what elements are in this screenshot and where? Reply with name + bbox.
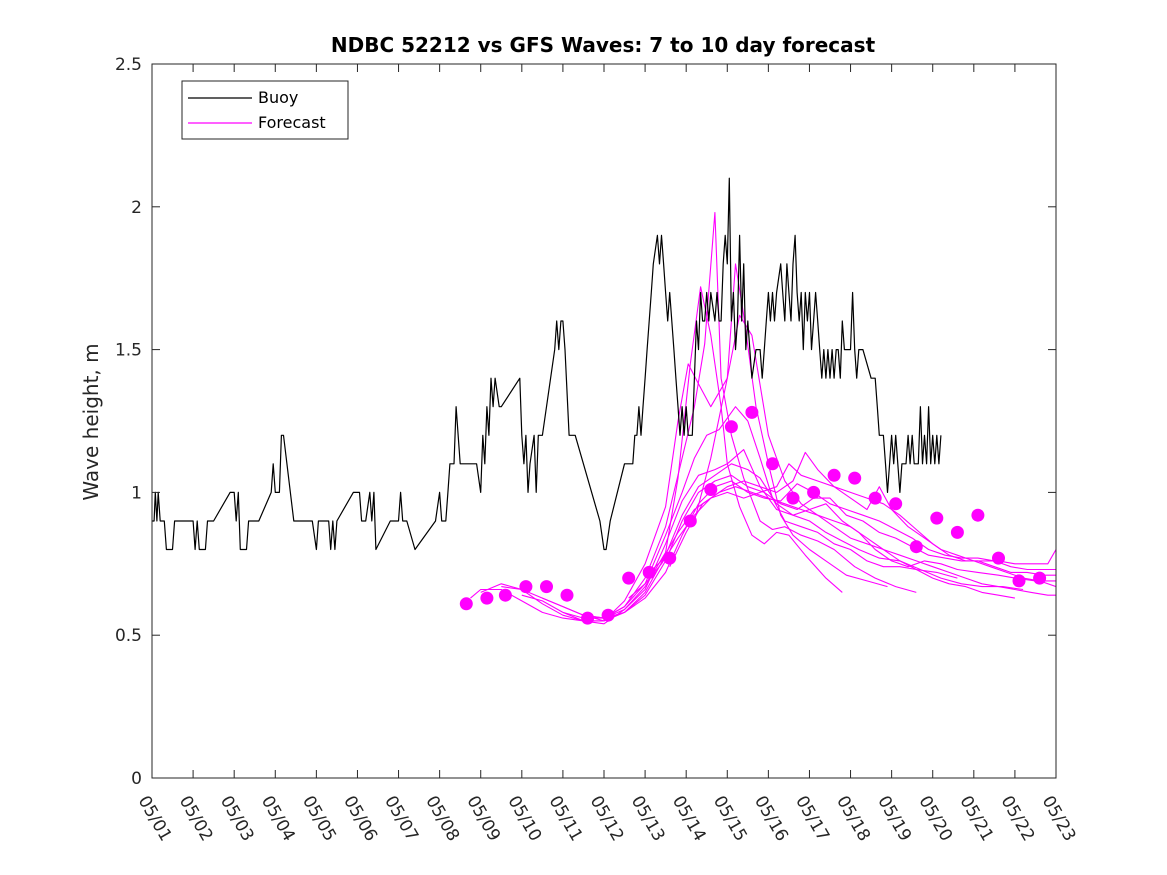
forecast-marker xyxy=(827,468,841,482)
forecast-series-line xyxy=(480,263,888,622)
forecast-series-line xyxy=(628,463,1056,599)
forecast-series-line xyxy=(542,449,1024,619)
forecast-marker xyxy=(766,457,779,471)
forecast-marker xyxy=(889,497,903,511)
y-tick-label: 2.5 xyxy=(115,55,142,75)
buoy-series-line xyxy=(152,177,942,551)
y-tick-label: 0.5 xyxy=(115,626,142,646)
legend-label: Forecast xyxy=(258,113,326,132)
forecast-marker xyxy=(683,514,697,528)
forecast-marker xyxy=(581,611,595,625)
y-tick-label: 1.5 xyxy=(115,341,142,361)
forecast-marker xyxy=(642,565,656,579)
y-axis-label: Wave height, m xyxy=(79,343,103,500)
chart-title: NDBC 52212 vs GFS Waves: 7 to 10 day for… xyxy=(331,33,876,57)
y-tick-label: 2 xyxy=(131,198,142,218)
forecast-marker xyxy=(950,525,964,539)
forecast-marker xyxy=(498,588,512,602)
forecast-marker xyxy=(992,551,1005,565)
forecast-series-line xyxy=(470,286,843,625)
forecast-series-line xyxy=(669,486,1056,596)
forecast-marker xyxy=(663,551,677,565)
forecast-marker xyxy=(745,405,759,419)
forecast-marker xyxy=(519,580,533,594)
forecast-marker xyxy=(480,591,494,605)
forecast-marker xyxy=(971,508,985,522)
series-group xyxy=(152,177,1056,625)
forecast-marker xyxy=(807,485,821,499)
y-axis-ticks: 0 0.5 1 1.5 2 2.5 xyxy=(115,55,1056,789)
forecast-marker xyxy=(622,571,636,585)
forecast-marker xyxy=(601,608,615,622)
forecast-marker xyxy=(724,420,738,434)
forecast-marker xyxy=(930,511,944,525)
forecast-marker xyxy=(868,491,882,505)
forecast-marker xyxy=(909,540,923,554)
forecast-marker xyxy=(786,491,800,505)
y-tick-label: 0 xyxy=(131,769,142,789)
y-tick-label: 1 xyxy=(131,483,142,503)
forecast-marker xyxy=(704,483,718,496)
legend-box xyxy=(181,80,349,140)
legend: Buoy Forecast xyxy=(181,80,349,140)
forecast-marker xyxy=(1012,574,1026,588)
forecast-marker xyxy=(540,580,553,594)
forecast-marker xyxy=(848,471,862,485)
plot-area xyxy=(151,63,1057,779)
forecast-marker xyxy=(459,597,473,611)
forecast-marker xyxy=(560,588,574,602)
forecast-series-line xyxy=(693,314,1015,599)
legend-label: Buoy xyxy=(258,88,298,107)
forecast-marker xyxy=(1033,571,1047,585)
